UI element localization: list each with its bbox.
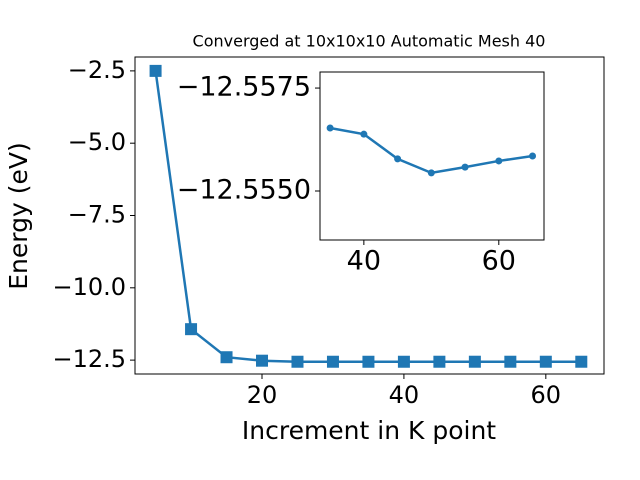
marker xyxy=(394,155,402,163)
chart-title: Converged at 10x10x10 Automatic Mesh 40 xyxy=(193,32,546,51)
marker xyxy=(461,163,469,171)
marker xyxy=(433,355,446,368)
x-tick-label: 20 xyxy=(247,381,278,409)
x-tick-label: 60 xyxy=(482,246,516,277)
marker xyxy=(362,355,375,368)
marker xyxy=(220,351,233,364)
y-axis-label: Energy (eV) xyxy=(4,142,33,289)
marker xyxy=(185,323,198,336)
y-tick-label: −12.5 xyxy=(52,345,126,373)
marker xyxy=(468,355,481,368)
y-tick-label: −7.5 xyxy=(68,201,126,229)
y-tick-label: −12.5575 xyxy=(177,72,311,103)
marker xyxy=(291,355,304,368)
marker xyxy=(539,355,552,368)
marker xyxy=(360,130,368,138)
marker xyxy=(326,355,339,368)
y-tick-label: −10.0 xyxy=(52,273,126,301)
marker xyxy=(149,64,162,77)
marker xyxy=(575,355,588,368)
plot-area xyxy=(319,71,545,241)
y-tick-label: −12.5550 xyxy=(177,175,311,206)
marker xyxy=(397,355,410,368)
marker xyxy=(504,355,517,368)
x-tick-label: 40 xyxy=(389,381,420,409)
marker xyxy=(529,152,537,160)
x-tick-label: 40 xyxy=(347,246,381,277)
marker xyxy=(326,124,334,132)
y-tick-label: −2.5 xyxy=(68,56,126,84)
x-tick-label: 60 xyxy=(531,381,562,409)
marker xyxy=(427,169,435,177)
marker xyxy=(256,354,269,367)
x-axis-label: Increment in K point xyxy=(242,416,496,445)
y-tick-label: −5.0 xyxy=(68,128,126,156)
marker xyxy=(495,157,503,165)
